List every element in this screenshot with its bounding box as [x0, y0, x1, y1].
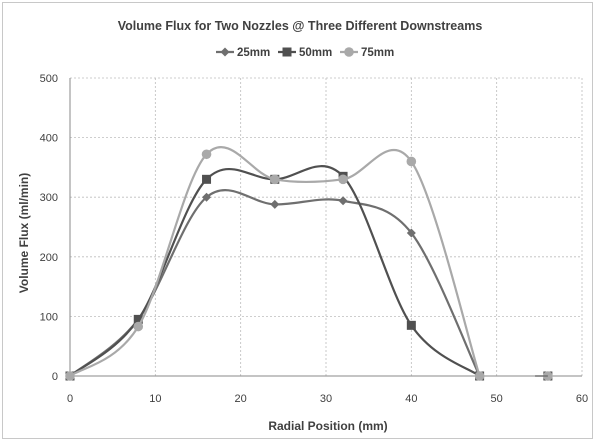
y-tick-label: 300: [40, 192, 58, 204]
x-tick-label: 40: [405, 393, 417, 405]
y-tick-label: 500: [40, 73, 58, 85]
data-point-50mm: [202, 175, 211, 184]
data-point-75mm: [202, 149, 212, 159]
data-point-75mm: [270, 175, 280, 185]
legend-label: 50mm: [299, 47, 332, 59]
data-point-50mm: [407, 321, 416, 330]
y-tick-label: 200: [40, 252, 58, 264]
x-tick-label: 10: [149, 393, 161, 405]
data-point-75mm: [475, 371, 485, 381]
data-point-75mm: [133, 322, 143, 332]
x-tick-label: 50: [491, 393, 503, 405]
x-tick-label: 0: [67, 393, 73, 405]
x-tick-label: 20: [235, 393, 247, 405]
legend-marker-75mm: [344, 47, 354, 57]
y-tick-label: 400: [40, 133, 58, 145]
chart-title: Volume Flux for Two Nozzles @ Three Diff…: [118, 19, 483, 33]
x-axis-title: Radial Position (mm): [268, 419, 387, 433]
legend-label: 25mm: [237, 47, 270, 59]
data-point-75mm: [338, 175, 348, 185]
chart-legend: 25mm 50mm 75mm: [216, 47, 394, 59]
x-tick-label: 60: [576, 393, 588, 405]
y-tick-label: 0: [52, 371, 58, 383]
data-point-75mm: [65, 371, 75, 381]
y-axis-title: Volume Flux (ml/min): [17, 173, 31, 293]
legend-label: 75mm: [361, 47, 394, 59]
data-point-75mm: [407, 157, 417, 167]
x-tick-label: 30: [320, 393, 332, 405]
y-tick-label: 100: [40, 311, 58, 323]
legend-marker-50mm: [283, 48, 292, 57]
